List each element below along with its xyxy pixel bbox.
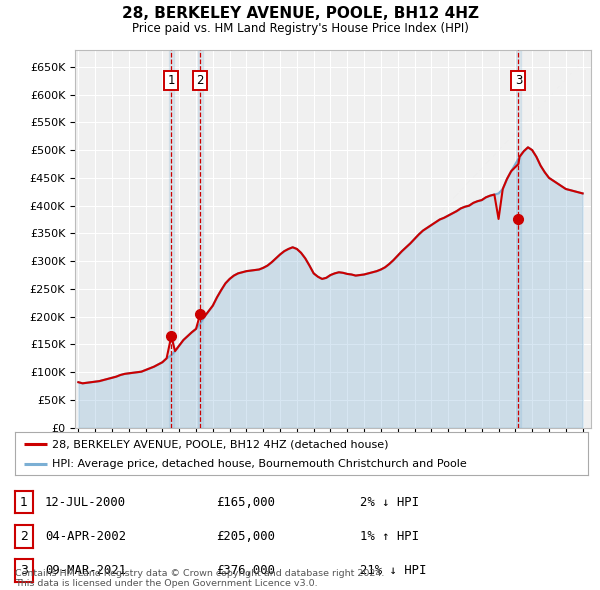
Text: 1% ↑ HPI: 1% ↑ HPI <box>360 530 419 543</box>
Text: 2% ↓ HPI: 2% ↓ HPI <box>360 496 419 509</box>
Bar <box>169 50 174 428</box>
Text: 2: 2 <box>196 74 204 87</box>
Text: 09-MAR-2021: 09-MAR-2021 <box>45 564 126 577</box>
Text: £376,000: £376,000 <box>216 564 275 577</box>
Text: Contains HM Land Registry data © Crown copyright and database right 2024.
This d: Contains HM Land Registry data © Crown c… <box>15 569 385 588</box>
Text: 28, BERKELEY AVENUE, POOLE, BH12 4HZ: 28, BERKELEY AVENUE, POOLE, BH12 4HZ <box>121 6 479 21</box>
Text: 21% ↓ HPI: 21% ↓ HPI <box>360 564 427 577</box>
Text: 1: 1 <box>167 74 175 87</box>
Bar <box>516 50 521 428</box>
Text: 12-JUL-2000: 12-JUL-2000 <box>45 496 126 509</box>
Bar <box>197 50 203 428</box>
Text: 1: 1 <box>20 496 28 509</box>
Text: HPI: Average price, detached house, Bournemouth Christchurch and Poole: HPI: Average price, detached house, Bour… <box>52 460 467 469</box>
Text: 04-APR-2002: 04-APR-2002 <box>45 530 126 543</box>
Text: £205,000: £205,000 <box>216 530 275 543</box>
Text: 3: 3 <box>515 74 522 87</box>
Text: £165,000: £165,000 <box>216 496 275 509</box>
Text: 2: 2 <box>20 530 28 543</box>
Text: Price paid vs. HM Land Registry's House Price Index (HPI): Price paid vs. HM Land Registry's House … <box>131 22 469 35</box>
Text: 3: 3 <box>20 564 28 577</box>
Text: 28, BERKELEY AVENUE, POOLE, BH12 4HZ (detached house): 28, BERKELEY AVENUE, POOLE, BH12 4HZ (de… <box>52 440 389 450</box>
